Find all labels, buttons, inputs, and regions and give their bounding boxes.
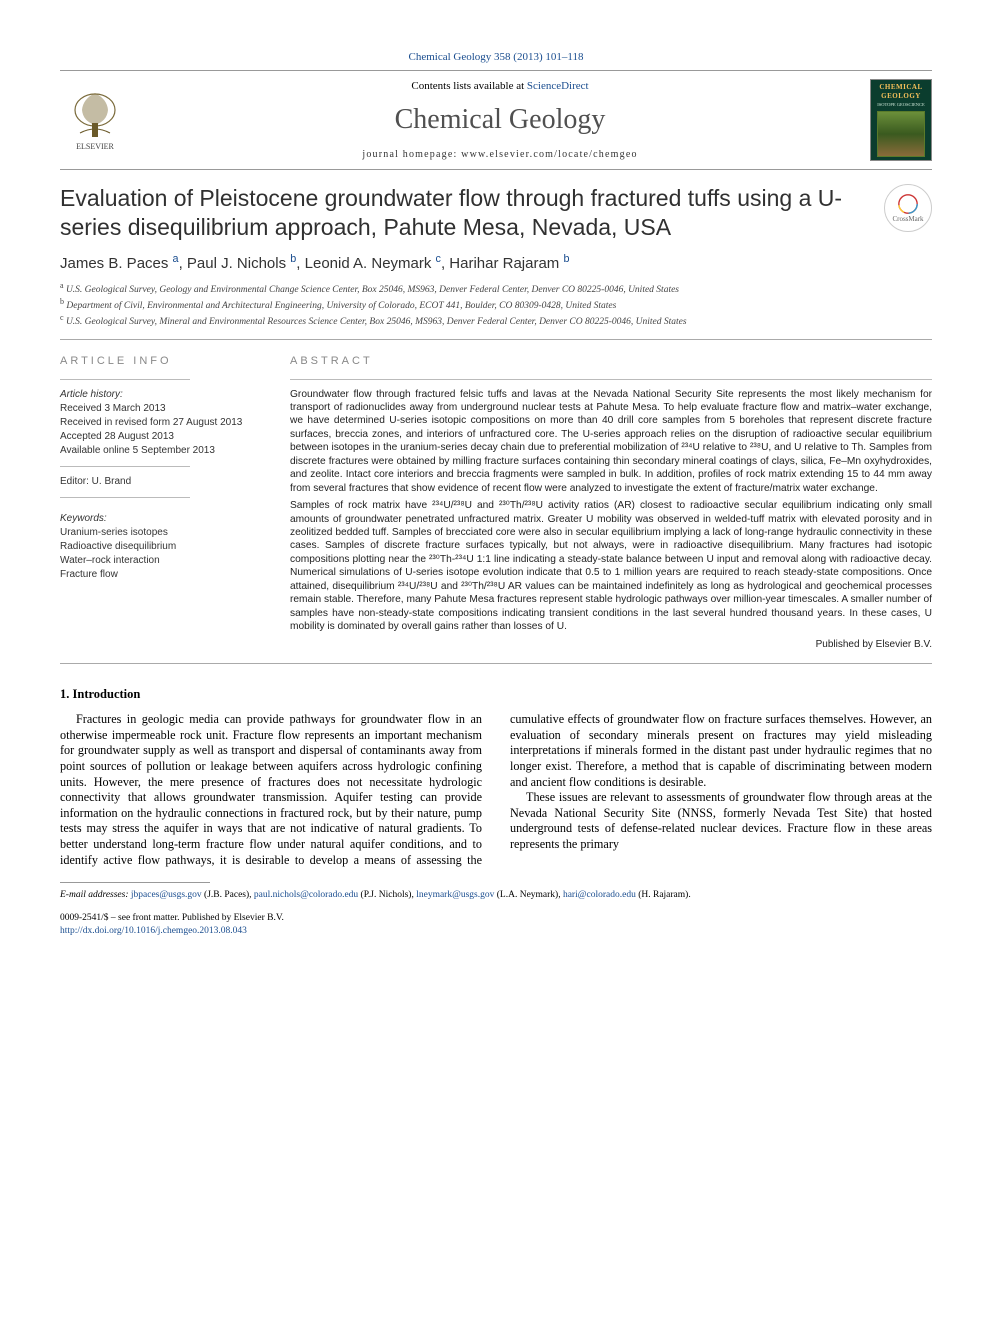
crossmark-badge[interactable]: CrossMark xyxy=(884,184,932,232)
history-received: Received 3 March 2013 xyxy=(60,402,260,416)
email-who: (J.B. Paces), xyxy=(202,890,254,900)
article-info-block: Article history: Received 3 March 2013 R… xyxy=(60,379,260,582)
journal-reference: Chemical Geology 358 (2013) 101–118 xyxy=(60,50,932,64)
journal-band: ELSEVIER Contents lists available at Sci… xyxy=(60,70,932,170)
history-revised: Received in revised form 27 August 2013 xyxy=(60,416,260,430)
email-who: (H. Rajaram). xyxy=(636,890,691,900)
keyword-item: Uranium-series isotopes xyxy=(60,526,260,540)
abstract-heading: abstract xyxy=(290,354,932,368)
editor-line: Editor: U. Brand xyxy=(60,475,260,489)
abstract-publisher: Published by Elsevier B.V. xyxy=(290,638,932,651)
intro-p2: These issues are relevant to assessments… xyxy=(510,790,932,852)
history-accepted: Accepted 28 August 2013 xyxy=(60,430,260,444)
email-link[interactable]: jbpaces@usgs.gov xyxy=(131,890,202,900)
crossmark-icon xyxy=(897,193,919,215)
article-info-heading: article info xyxy=(60,354,260,368)
email-link[interactable]: hari@colorado.edu xyxy=(563,890,636,900)
email-who: (P.J. Nichols), xyxy=(358,890,416,900)
abstract-p1: Groundwater flow through fractured felsi… xyxy=(290,388,932,496)
journal-homepage: journal homepage: www.elsevier.com/locat… xyxy=(130,148,870,161)
journal-name: Chemical Geology xyxy=(130,102,870,138)
abstract-p2: Samples of rock matrix have ²³⁴U/²³⁸U an… xyxy=(290,499,932,634)
email-label: E-mail addresses: xyxy=(60,890,129,900)
journal-reference-link[interactable]: Chemical Geology 358 (2013) 101–118 xyxy=(409,51,584,63)
homepage-label: journal homepage: xyxy=(362,149,461,160)
keyword-item: Water–rock interaction xyxy=(60,554,260,568)
sciencedirect-link[interactable]: ScienceDirect xyxy=(527,80,589,92)
elsevier-logo: ELSEVIER xyxy=(60,80,130,160)
affil-b: Department of Civil, Environmental and A… xyxy=(66,301,616,311)
elsevier-tree-icon: ELSEVIER xyxy=(65,85,125,155)
journal-cover-thumb: CHEMICAL GEOLOGY ISOTOPE GEOSCIENCE xyxy=(870,79,932,161)
authors: James B. Paces a, Paul J. Nichols b, Leo… xyxy=(60,252,932,274)
email-link[interactable]: lneymark@usgs.gov xyxy=(416,890,494,900)
contents-prefix: Contents lists available at xyxy=(411,80,526,92)
doi-link[interactable]: http://dx.doi.org/10.1016/j.chemgeo.2013… xyxy=(60,926,247,936)
svg-text:ELSEVIER: ELSEVIER xyxy=(76,142,114,151)
footer-left: 0009-2541/$ – see front matter. Publishe… xyxy=(60,912,284,938)
paper-title: Evaluation of Pleistocene groundwater fl… xyxy=(60,184,870,242)
affil-a: U.S. Geological Survey, Geology and Envi… xyxy=(66,285,679,295)
keyword-item: Radioactive disequilibrium xyxy=(60,540,260,554)
keywords-label: Keywords: xyxy=(60,512,260,526)
issn-line: 0009-2541/$ – see front matter. Publishe… xyxy=(60,912,284,925)
cover-line2: GEOLOGY xyxy=(881,92,921,101)
affiliations: a U.S. Geological Survey, Geology and En… xyxy=(60,281,932,329)
history-label: Article history: xyxy=(60,388,260,402)
crossmark-label: CrossMark xyxy=(892,215,923,224)
keyword-item: Fracture flow xyxy=(60,568,260,582)
email-footnote: E-mail addresses: jbpaces@usgs.gov (J.B.… xyxy=(60,889,932,902)
intro-body: Fractures in geologic media can provide … xyxy=(60,712,932,868)
cover-line1: CHEMICAL xyxy=(879,83,922,92)
intro-heading: 1. Introduction xyxy=(60,686,932,702)
homepage-url: www.elsevier.com/locate/chemgeo xyxy=(461,149,638,160)
contents-line: Contents lists available at ScienceDirec… xyxy=(130,79,870,93)
email-link[interactable]: paul.nichols@colorado.edu xyxy=(254,890,358,900)
affil-c: U.S. Geological Survey, Mineral and Envi… xyxy=(66,317,687,327)
history-online: Available online 5 September 2013 xyxy=(60,444,260,458)
abstract-body: Groundwater flow through fractured felsi… xyxy=(290,388,932,651)
email-who: (L.A. Neymark), xyxy=(494,890,563,900)
cover-line3: ISOTOPE GEOSCIENCE xyxy=(877,102,925,108)
